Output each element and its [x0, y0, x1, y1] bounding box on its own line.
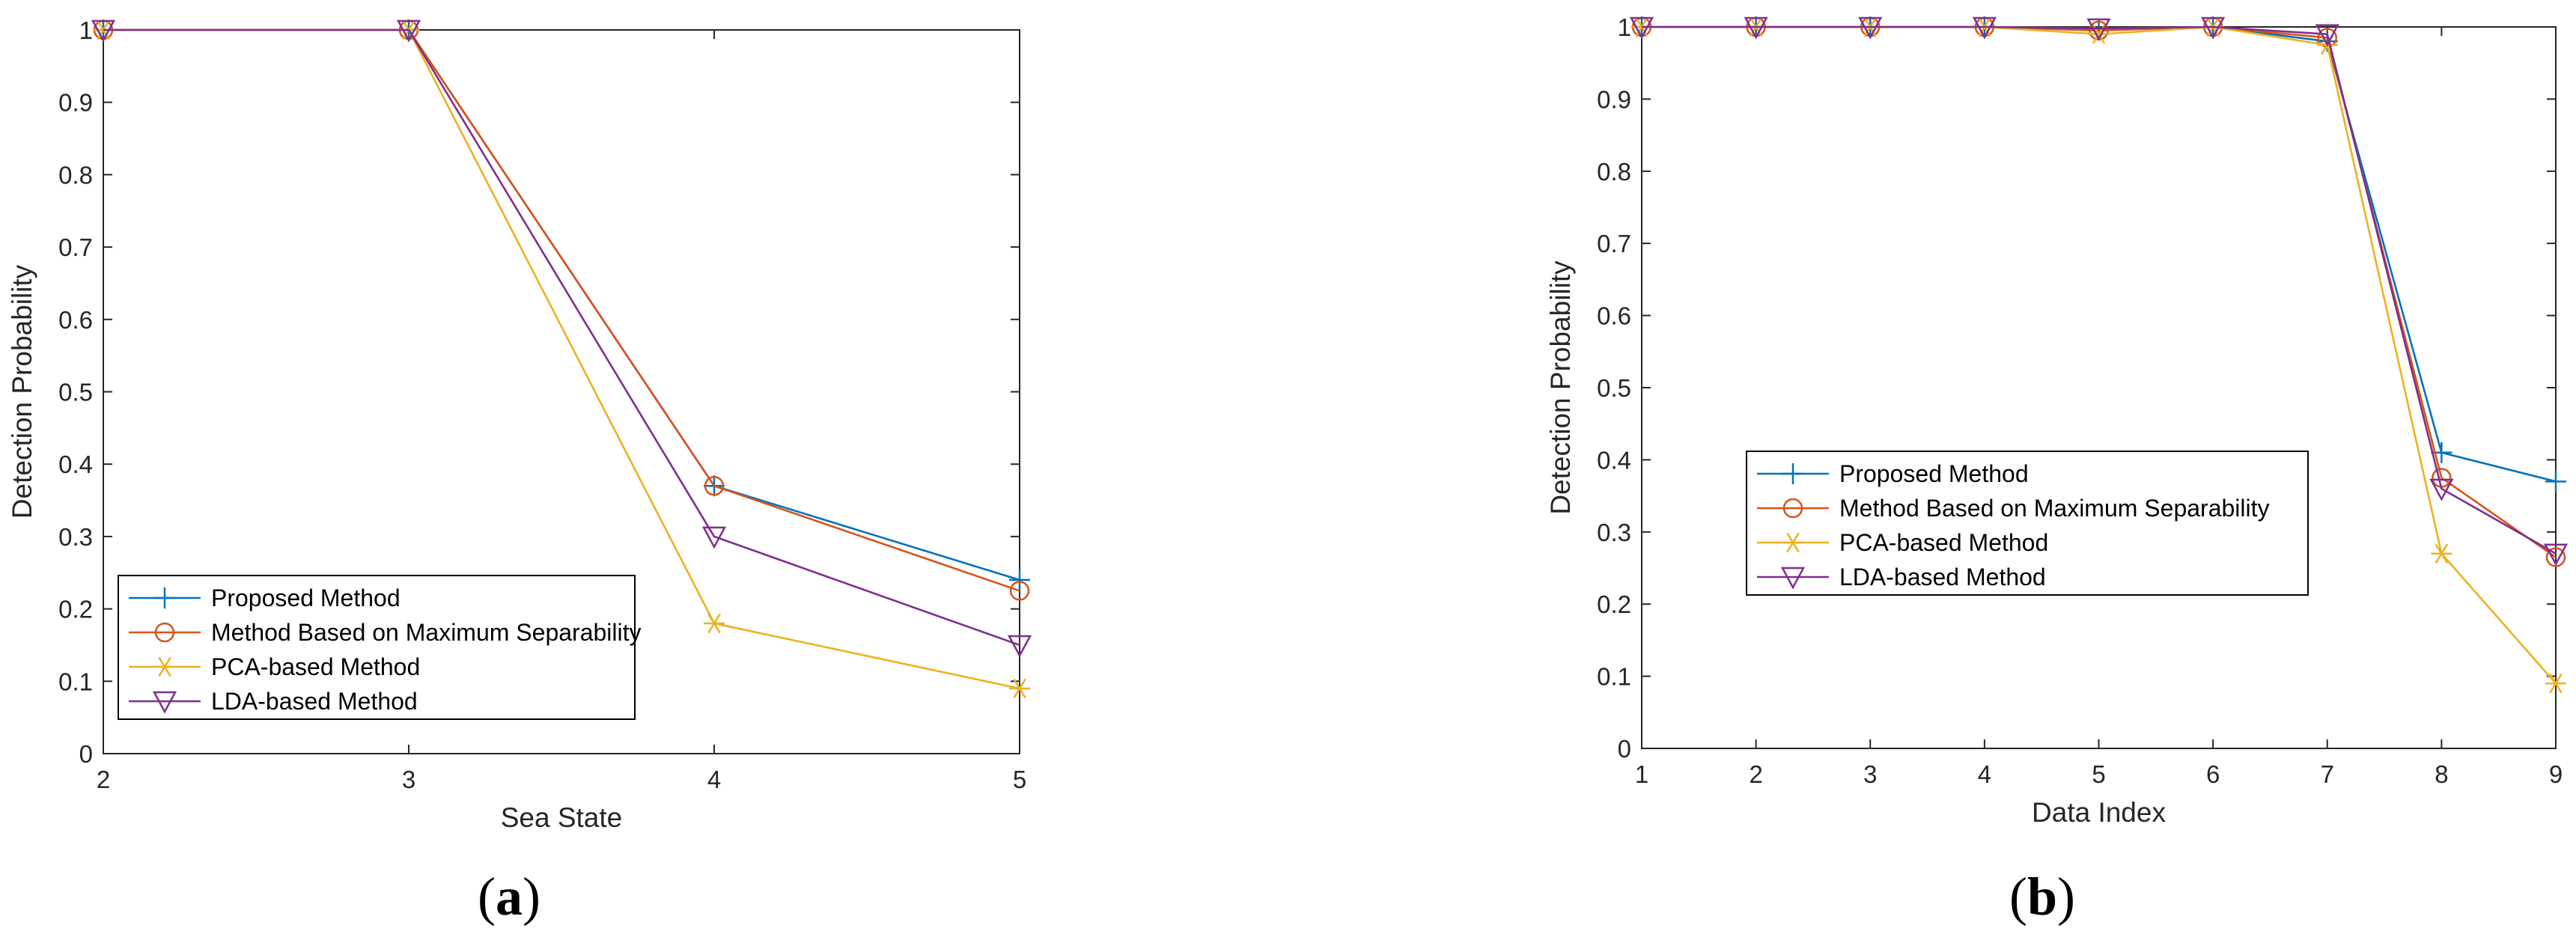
data-point-triangle-down [701, 526, 727, 549]
y-tick-label: 0.3 [1597, 519, 1631, 546]
data-point-triangle-down [396, 19, 421, 43]
y-tick-label: 0.3 [58, 523, 93, 551]
legend-marker-triangle-down [1780, 567, 1806, 590]
y-tick-label: 0.8 [58, 161, 93, 189]
x-tick-label: 2 [97, 766, 110, 793]
data-point-triangle-down [2086, 18, 2111, 41]
legend-marker-plus [154, 587, 175, 608]
y-tick-label: 1 [1618, 13, 1631, 41]
data-point-asterisk [1009, 678, 1030, 699]
series-line-triangle-down [1642, 25, 2557, 555]
legend-marker-asterisk [154, 656, 175, 677]
y-tick-label: 0.2 [1597, 590, 1631, 618]
data-point-triangle-down [2543, 543, 2569, 567]
y-tick-label: 0.6 [58, 306, 93, 334]
legend: Proposed Method Method Based on Maximum S… [118, 575, 642, 720]
data-point-asterisk [2545, 673, 2566, 694]
x-tick-label: 2 [1749, 760, 1762, 788]
legend-entry-label: Proposed Method [1839, 460, 2029, 487]
y-tick-label: 0.1 [58, 668, 93, 695]
legend-entry-label: Method Based on Maximum Separability [211, 619, 642, 646]
legend-marker-plus [1782, 463, 1803, 484]
x-axis-label: Sea State [501, 802, 623, 833]
data-point-triangle-down [1629, 16, 1654, 40]
y-axis-label: Detection Probability [1545, 260, 1576, 515]
y-tick-label: 0.9 [58, 89, 93, 117]
x-tick-label: 4 [707, 766, 721, 793]
legend-box [118, 575, 636, 720]
x-tick-label: 5 [1013, 766, 1026, 793]
y-axis-label: Detection Probability [7, 264, 37, 519]
y-tick-label: 0.6 [1597, 302, 1631, 330]
x-tick-label: 5 [2092, 760, 2105, 788]
legend-entry-label: Method Based on Maximum Separability [1839, 495, 2270, 522]
panel-b-chart: 1 2 3 4 5 6 7 8 9 0 0.1 0.2 0.3 0.4 0.5 0.6 0.7 0.8 0.9 1 Da… [1545, 13, 2569, 828]
data-point-triangle-down [1972, 16, 1997, 40]
x-tick-label: 4 [1978, 760, 1991, 788]
legend-entry-label: PCA-based Method [211, 653, 420, 680]
legend-entry-label: PCA-based Method [1839, 529, 2048, 556]
x-tick-label: 3 [402, 766, 415, 793]
series-line-triangle-down [103, 28, 1020, 647]
data-point-triangle-down [1858, 16, 1883, 40]
x-tick-label: 9 [2549, 760, 2563, 788]
panel-a-chart: 2 3 4 5 0 0.1 0.2 0.3 0.4 0.5 0.6 0.7 0.8 0.9 1 Sea Sta… [7, 16, 1032, 833]
data-point-circle [1009, 581, 1030, 601]
x-axis-label: Data Index [2032, 797, 2166, 828]
x-tick-label: 6 [2206, 760, 2220, 788]
data-point-circle [704, 475, 725, 496]
data-point-triangle-down [91, 19, 116, 43]
y-tick-label: 0.7 [58, 234, 93, 261]
y-tick-label: 0 [1618, 735, 1631, 763]
data-point-triangle-down [1007, 635, 1032, 658]
x-tick-label: 3 [1863, 760, 1877, 788]
legend-box [1746, 451, 2309, 596]
legend-marker-circle [1782, 498, 1803, 519]
y-tick-label: 0 [79, 740, 93, 768]
legend-entry-label: LDA-based Method [211, 688, 418, 715]
x-tick-label: 1 [1635, 760, 1648, 788]
panel-b-caption: (b) [2009, 867, 2075, 927]
data-point-triangle-down [2429, 478, 2454, 501]
data-point-triangle-down [1744, 16, 1768, 40]
data-point-asterisk [704, 613, 725, 634]
legend-marker-asterisk [1782, 532, 1803, 553]
legend-marker-triangle-down [152, 691, 177, 714]
data-point-triangle-down [2315, 24, 2339, 47]
data-point-asterisk [2431, 543, 2452, 564]
x-tick-label: 7 [2321, 760, 2334, 788]
y-tick-label: 0.5 [58, 379, 93, 406]
legend-entry-label: LDA-based Method [1839, 564, 2046, 590]
x-tick-label: 8 [2435, 760, 2448, 788]
data-point-plus [2545, 471, 2566, 492]
y-tick-label: 0.5 [1597, 374, 1631, 402]
y-tick-label: 0.4 [58, 451, 93, 478]
legend: Proposed Method Method Based on Maximum S… [1746, 451, 2309, 596]
y-tick-label: 0.4 [1597, 446, 1631, 474]
y-tick-label: 0.8 [1597, 158, 1631, 186]
legend-marker-circle [154, 622, 175, 643]
y-tick-label: 0.9 [1597, 85, 1631, 113]
y-tick-label: 0.1 [1597, 663, 1631, 691]
legend-entry-label: Proposed Method [211, 584, 401, 611]
data-point-circle [2545, 547, 2566, 567]
data-point-triangle-down [2201, 16, 2226, 40]
y-tick-label: 1 [79, 16, 93, 44]
y-tick-label: 0.7 [1597, 230, 1631, 257]
data-point-plus [1009, 569, 1030, 590]
panel-a-caption: (a) [478, 867, 541, 927]
y-tick-label: 0.2 [58, 596, 93, 623]
